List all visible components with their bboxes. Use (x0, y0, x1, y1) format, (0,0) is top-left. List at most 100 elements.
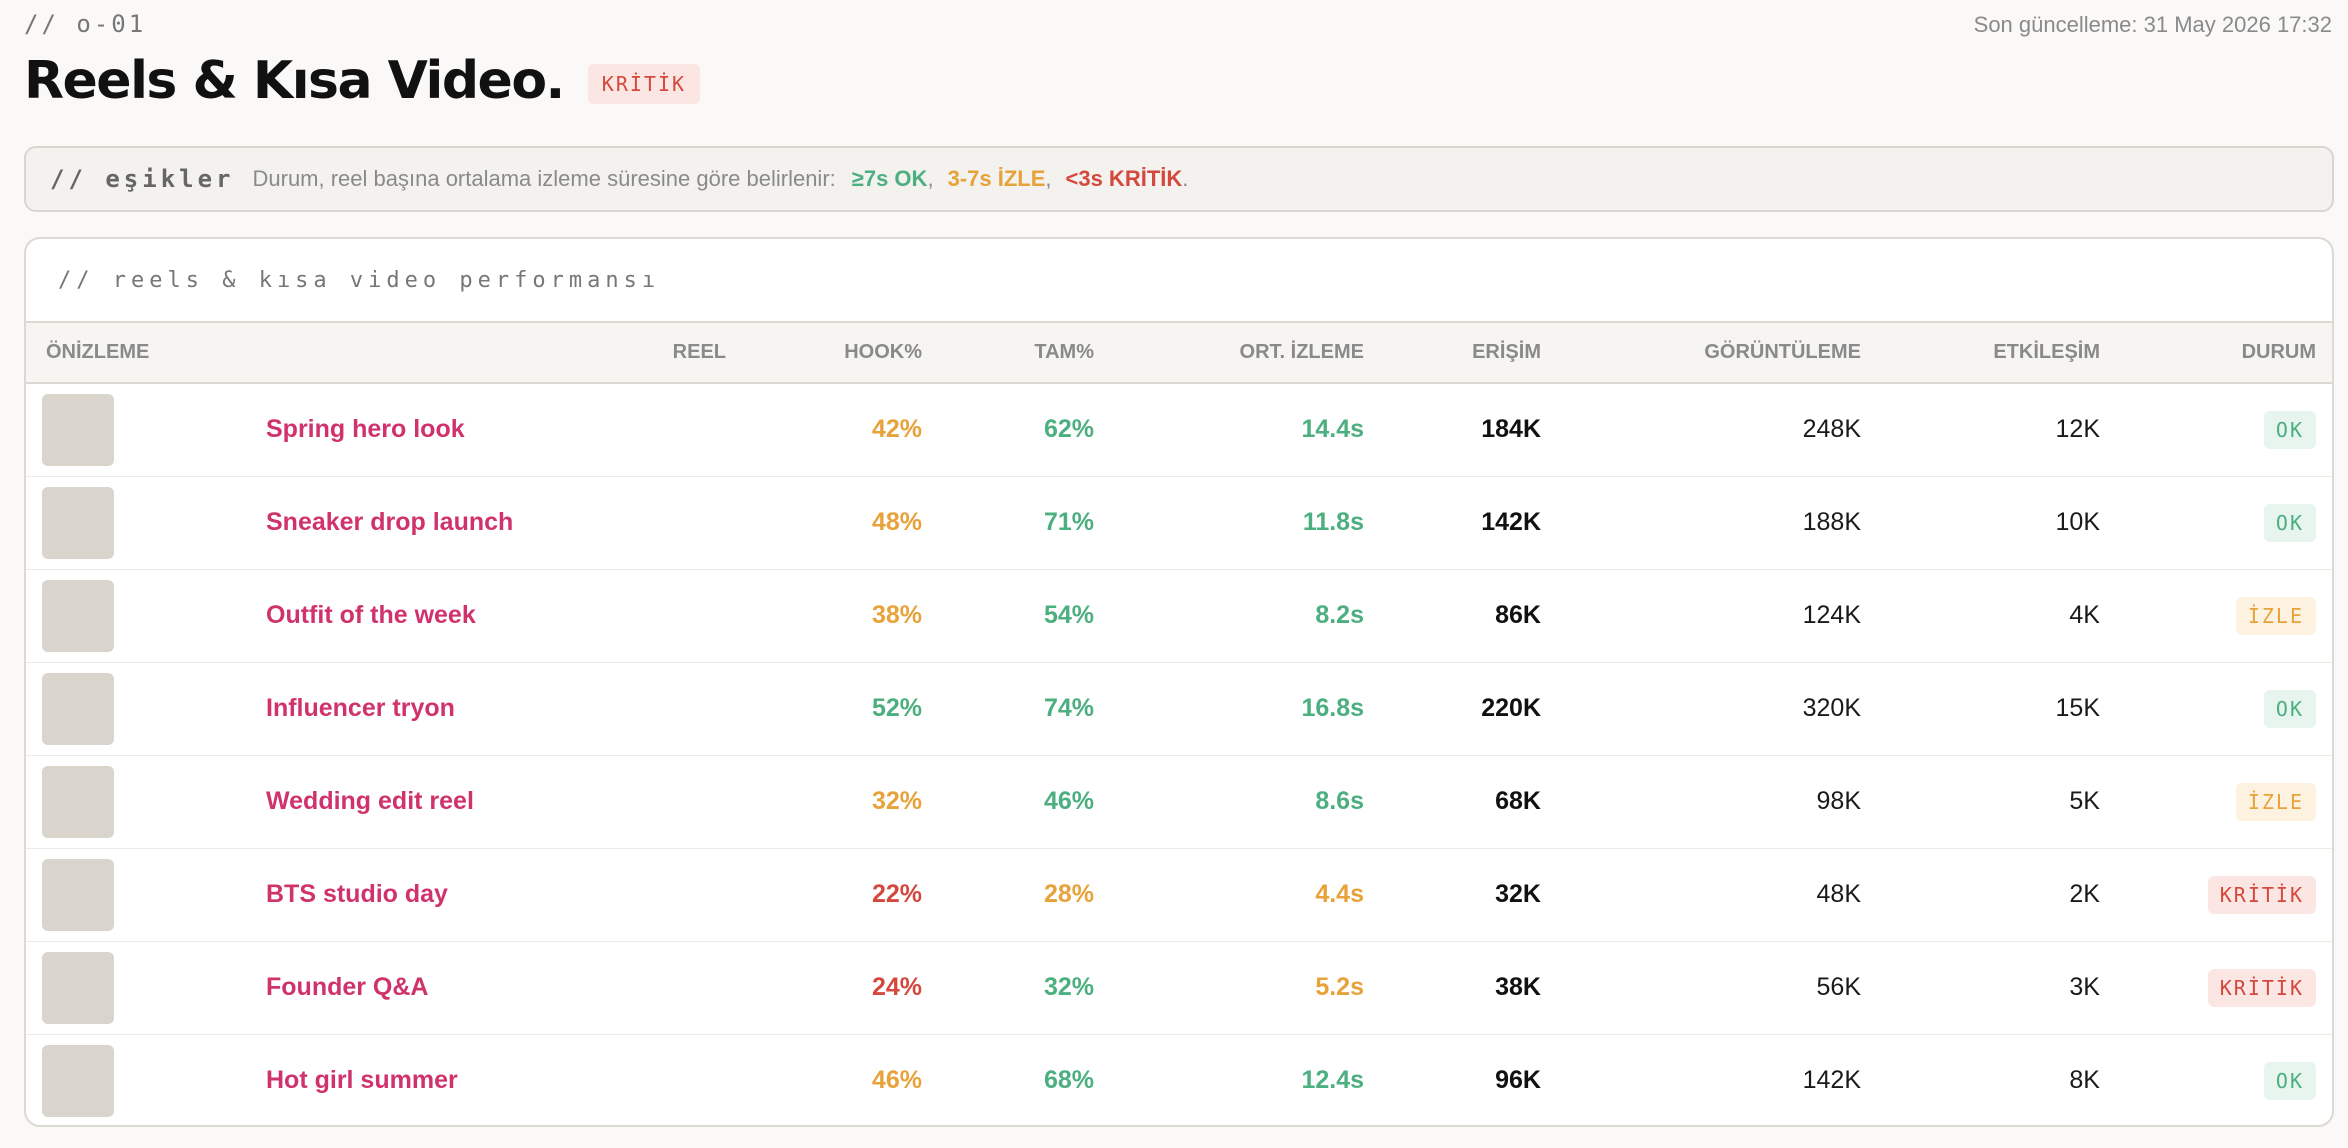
section-code: // o-01 (24, 10, 147, 38)
table-row[interactable]: Wedding edit reel 32% 46% 8.6s 68K 98K 5K İZLE (26, 755, 2332, 849)
col-engagement-header[interactable]: ETKİLEŞİM (1881, 323, 2120, 384)
preview-cell (26, 755, 266, 849)
col-views-header[interactable]: GÖRÜNTÜLEME (1561, 323, 1881, 384)
status-cell: KRİTİK (2120, 941, 2332, 1035)
reel-thumbnail[interactable] (42, 579, 114, 652)
avg-watch-value: 5.2s (1114, 941, 1384, 1035)
status-badge: KRİTİK (2207, 875, 2316, 914)
reach-value: 96K (1495, 1066, 1541, 1095)
reach-value: 142K (1384, 476, 1561, 570)
preview-cell (26, 476, 266, 570)
col-hook-header[interactable]: HOOK% (746, 323, 942, 384)
col-preview-header[interactable]: ÖNİZLEME (26, 323, 266, 384)
table-row[interactable]: Spring hero look 42% 62% 14.4s 184K 248K 12K OK (26, 383, 2332, 477)
reel-thumbnail[interactable] (42, 393, 114, 466)
engagement-value: 12K (1881, 383, 2120, 477)
reel-name[interactable]: Outfit of the week (266, 569, 746, 663)
avg-watch-value: 14.4s (1114, 383, 1384, 477)
status-cell: KRİTİK (2120, 848, 2332, 942)
reels-table: ÖNİZLEME REEL HOOK% TAM% ORT. İZLEME ERİŞİM GÖ… (26, 323, 2332, 1125)
table-header-row: ÖNİZLEME REEL HOOK% TAM% ORT. İZLEME ERİŞİM GÖ… (26, 323, 2332, 384)
views-value: 98K (1561, 755, 1881, 849)
reel-thumbnail[interactable] (42, 486, 114, 559)
threshold-critical: <3s KRİTİK (1065, 166, 1183, 191)
reel-name[interactable]: Founder Q&A (266, 941, 746, 1035)
title-row: Reels & Kısa Video. KRİTİK (24, 46, 701, 116)
table-row[interactable]: Outfit of the week 38% 54% 8.2s 86K 124K 4K İZL… (26, 569, 2332, 663)
reach-value: 32K (1384, 848, 1561, 942)
reach-value: 220K (1384, 662, 1561, 756)
thresholds-tag: // eşikler (50, 165, 235, 193)
preview-cell (26, 569, 266, 663)
threshold-ok: ≥7s OK (851, 166, 928, 191)
status-badge: İZLE (2235, 596, 2316, 635)
reel-name[interactable]: BTS studio day (266, 848, 746, 942)
reel-thumbnail[interactable] (42, 765, 114, 838)
avg-watch-value: 11.8s (1114, 476, 1384, 570)
reel-name[interactable]: Influencer tryon (266, 662, 746, 756)
views-value: 142K (1802, 1066, 1861, 1095)
reel-thumbnail[interactable] (42, 951, 114, 1024)
views-value: 124K (1561, 569, 1881, 663)
engagement-value: 3K (1881, 941, 2120, 1035)
engagement-value: 15K (1881, 662, 2120, 756)
reel-name[interactable]: Spring hero look (266, 383, 746, 477)
table-row[interactable]: Hot girl summer 46% 68% 12.4s 96K 142K 8K OK (26, 1034, 2332, 1125)
views-value: 248K (1561, 383, 1881, 477)
table-row[interactable]: BTS studio day 22% 28% 4.4s 32K 48K 2K KRİTİK (26, 848, 2332, 942)
avg-watch-value: 12.4s (1301, 1066, 1364, 1095)
hook-value: 48% (746, 476, 942, 570)
status-badge: OK (2263, 503, 2316, 542)
engagement-value: 2K (1881, 848, 2120, 942)
thresholds-banner: // eşikler Durum, reel başına ortalama i… (24, 146, 2334, 212)
status-cell: OK (2120, 383, 2332, 477)
reach-value: 86K (1384, 569, 1561, 663)
status-badge: KRİTİK (587, 64, 701, 104)
reel-name[interactable]: Hot girl summer (266, 1066, 458, 1095)
avg-watch-value: 8.6s (1114, 755, 1384, 849)
preview-cell (26, 662, 266, 756)
status-cell: OK (2120, 1034, 2332, 1125)
col-status-header[interactable]: DURUM (2120, 323, 2332, 384)
completion-value: 71% (942, 476, 1114, 570)
hook-value: 46% (871, 1066, 922, 1095)
col-reach-header[interactable]: ERİŞİM (1384, 323, 1561, 384)
thresholds-text: Durum, reel başına ortalama izleme süres… (252, 166, 836, 191)
col-reel-header[interactable]: REEL (266, 323, 746, 384)
completion-value: 32% (942, 941, 1114, 1035)
col-avg-watch-header[interactable]: ORT. İZLEME (1114, 323, 1384, 384)
reels-performance-panel: // reels & kısa video performansı ÖNİZLE… (24, 237, 2334, 1127)
reel-thumbnail[interactable] (42, 1044, 114, 1117)
views-value: 320K (1561, 662, 1881, 756)
page-title: Reels & Kısa Video. (24, 51, 565, 111)
table-row[interactable]: Sneaker drop launch 48% 71% 11.8s 142K 188K 10… (26, 476, 2332, 570)
threshold-watch: 3-7s İZLE (947, 166, 1046, 191)
preview-cell (26, 1034, 266, 1125)
views-value: 188K (1561, 476, 1881, 570)
status-badge: KRİTİK (2207, 968, 2316, 1007)
reel-name[interactable]: Sneaker drop launch (266, 476, 746, 570)
table-row[interactable]: Founder Q&A 24% 32% 5.2s 38K 56K 3K KRİTİK (26, 941, 2332, 1035)
reach-value: 68K (1384, 755, 1561, 849)
completion-value: 28% (942, 848, 1114, 942)
reach-value: 38K (1384, 941, 1561, 1035)
hook-value: 38% (746, 569, 942, 663)
panel-title: // reels & kısa video performansı (26, 239, 2332, 323)
views-value: 56K (1561, 941, 1881, 1035)
engagement-value: 4K (1881, 569, 2120, 663)
status-badge: OK (2263, 410, 2316, 449)
avg-watch-value: 16.8s (1114, 662, 1384, 756)
table-row[interactable]: Influencer tryon 52% 74% 16.8s 220K 320K 15K OK (26, 662, 2332, 756)
threshold-comma: , (1045, 166, 1052, 191)
completion-value: 46% (942, 755, 1114, 849)
hook-value: 22% (746, 848, 942, 942)
reach-value: 184K (1384, 383, 1561, 477)
status-badge: OK (2263, 689, 2316, 728)
last-updated: Son güncelleme: 31 May 2026 17:32 (1973, 12, 2332, 37)
reel-thumbnail[interactable] (42, 672, 114, 745)
col-tam-header[interactable]: TAM% (942, 323, 1114, 384)
threshold-period: . (1182, 166, 1189, 191)
status-badge: OK (2263, 1061, 2316, 1100)
reel-name[interactable]: Wedding edit reel (266, 755, 746, 849)
reel-thumbnail[interactable] (42, 858, 114, 931)
